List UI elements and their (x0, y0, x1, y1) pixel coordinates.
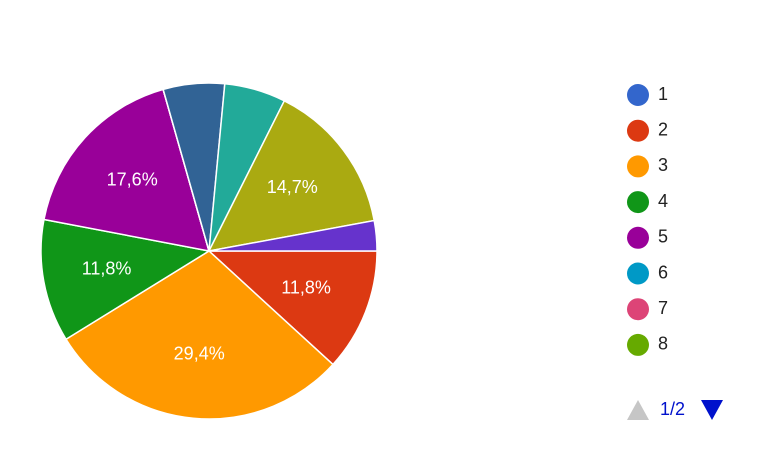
pie-slice (207, 99, 376, 253)
legend-label: 3 (658, 155, 668, 175)
pie-slice (207, 250, 378, 366)
legend-label: 1 (658, 84, 668, 104)
pager-label: 1/2 (660, 399, 685, 419)
legend-swatch (627, 298, 649, 321)
slice-label: 29,4% (174, 343, 225, 363)
pie-slice (43, 88, 211, 252)
legend-swatch (627, 84, 649, 106)
slice-label: 11,8% (281, 277, 331, 297)
slice-label: 14,7% (267, 177, 318, 197)
pie-slice (40, 218, 212, 341)
legend-label: 6 (658, 262, 668, 282)
legend-swatch (627, 119, 649, 142)
legend-label: 4 (658, 191, 668, 211)
legend-label: 8 (658, 334, 668, 354)
legend-label: 5 (658, 227, 668, 247)
legend-swatch (627, 333, 649, 356)
legend-swatch (627, 262, 649, 285)
pager-next[interactable] (701, 400, 723, 420)
slice-label: 17,6% (107, 169, 158, 189)
legend-label: 2 (658, 119, 668, 139)
legend-swatch (627, 155, 649, 178)
pie-slice (208, 219, 378, 252)
pager-prev[interactable] (627, 400, 649, 420)
legend-swatch (627, 191, 649, 214)
legend-swatch (627, 226, 649, 249)
pie-slice (65, 250, 334, 420)
legend-label: 7 (658, 298, 668, 318)
slice-label: 11,8% (82, 259, 132, 279)
